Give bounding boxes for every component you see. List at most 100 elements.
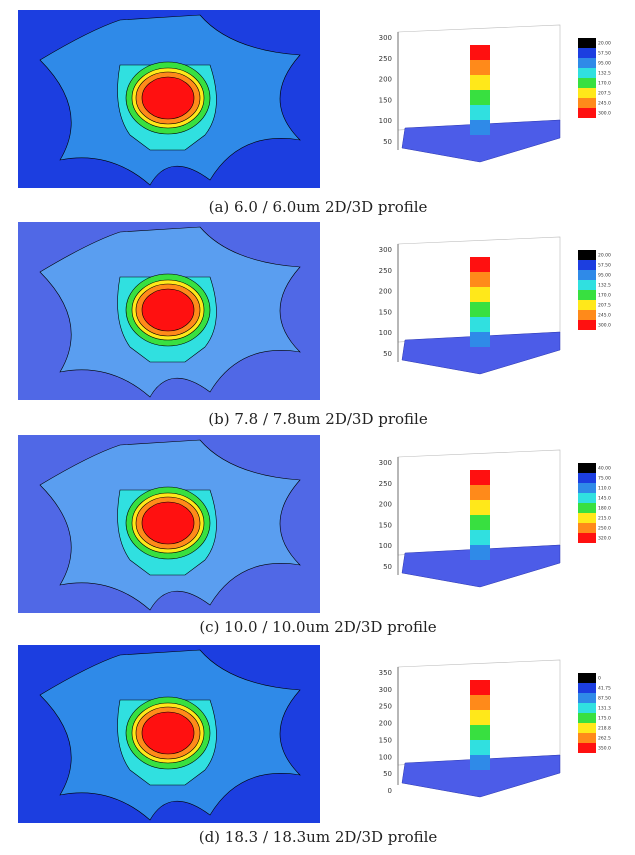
legend-label: 262.5 bbox=[598, 736, 611, 742]
z-tick-label: 200 bbox=[379, 501, 392, 509]
legend-label: 250.0 bbox=[598, 526, 611, 532]
legend-swatch bbox=[578, 683, 596, 693]
legend-label: 170.0 bbox=[598, 81, 611, 87]
caption: (b) 7.8 / 7.8um 2D/3D profile bbox=[208, 410, 428, 428]
surface-peak bbox=[470, 257, 490, 272]
legend-swatch bbox=[578, 673, 596, 683]
legend-swatch bbox=[578, 513, 596, 523]
z-tick-label: 250 bbox=[379, 267, 392, 275]
legend-label: 110.0 bbox=[598, 486, 611, 492]
surface-peak bbox=[470, 545, 490, 560]
panel: 350 300 250 200 150 100 50 0 0 41.75 87.50 131.3 175… bbox=[18, 645, 611, 846]
legend-label: 132.5 bbox=[598, 71, 611, 77]
legend-label: 207.5 bbox=[598, 91, 611, 97]
surface-peak bbox=[470, 755, 490, 770]
panel: 300 250 200 150 100 50 40.00 75.00 110.0 145.0 180… bbox=[18, 435, 611, 636]
legend-label: 350.0 bbox=[598, 746, 611, 752]
surface-peak bbox=[470, 272, 490, 287]
contour-region bbox=[141, 288, 195, 332]
caption: (d) 18.3 / 18.3um 2D/3D profile bbox=[199, 828, 438, 846]
legend-label: 180.0 bbox=[598, 506, 611, 512]
z-tick-label: 150 bbox=[379, 736, 392, 744]
legend-label: 57.50 bbox=[598, 51, 611, 57]
z-tick-label: 150 bbox=[379, 96, 392, 104]
surface-peak bbox=[470, 695, 490, 710]
surface-peak bbox=[470, 740, 490, 755]
surface-base bbox=[401, 754, 561, 798]
surface-peak bbox=[470, 287, 490, 302]
legend-swatch bbox=[578, 743, 596, 753]
legend-label: 245.0 bbox=[598, 313, 611, 319]
legend-swatch bbox=[578, 280, 596, 290]
z-tick-label: 250 bbox=[379, 480, 392, 488]
legend-swatch bbox=[578, 260, 596, 270]
z-tick-label: 50 bbox=[383, 770, 392, 778]
legend-label: 41.75 bbox=[598, 686, 611, 692]
z-tick-label: 100 bbox=[379, 117, 392, 125]
legend-swatch bbox=[578, 733, 596, 743]
legend-swatch bbox=[578, 250, 596, 260]
legend-swatch bbox=[578, 88, 596, 98]
surface-peak bbox=[470, 75, 490, 90]
surface-peak bbox=[470, 530, 490, 545]
legend-swatch bbox=[578, 78, 596, 88]
z-tick-label: 200 bbox=[379, 76, 392, 84]
legend-label: 215.0 bbox=[598, 516, 611, 522]
z-tick-label: 200 bbox=[379, 720, 392, 728]
surface-peak bbox=[470, 515, 490, 530]
legend-swatch bbox=[578, 270, 596, 280]
legend-label: 20.00 bbox=[598, 253, 611, 259]
legend-swatch bbox=[578, 300, 596, 310]
z-tick-label: 300 bbox=[379, 686, 392, 694]
caption: (a) 6.0 / 6.0um 2D/3D profile bbox=[209, 198, 428, 216]
surface-peak bbox=[470, 725, 490, 740]
surface-peak bbox=[470, 120, 490, 135]
legend-label: 170.0 bbox=[598, 293, 611, 299]
z-tick-label: 50 bbox=[383, 350, 392, 358]
legend-swatch bbox=[578, 493, 596, 503]
z-tick-label: 100 bbox=[379, 329, 392, 337]
legend-swatch bbox=[578, 48, 596, 58]
legend-swatch bbox=[578, 483, 596, 493]
legend-label: 300.0 bbox=[598, 111, 611, 117]
legend-swatch bbox=[578, 503, 596, 513]
legend-label: 300.0 bbox=[598, 323, 611, 329]
z-tick-label: 300 bbox=[379, 459, 392, 467]
legend-label: 95.00 bbox=[598, 273, 611, 279]
z-tick-label: 250 bbox=[379, 703, 392, 711]
legend-label: 40.00 bbox=[598, 466, 611, 472]
legend-swatch bbox=[578, 38, 596, 48]
z-tick-label: 100 bbox=[379, 542, 392, 550]
surface-base bbox=[401, 544, 561, 588]
z-tick-label: 300 bbox=[379, 34, 392, 42]
z-tick-label: 250 bbox=[379, 55, 392, 63]
legend-swatch bbox=[578, 713, 596, 723]
surface-base bbox=[401, 119, 561, 163]
surface-peak bbox=[470, 90, 490, 105]
surface-peak bbox=[470, 332, 490, 347]
z-tick-label: 200 bbox=[379, 288, 392, 296]
surface-peak bbox=[470, 680, 490, 695]
legend-swatch bbox=[578, 473, 596, 483]
surface-peak bbox=[470, 60, 490, 75]
surface-peak bbox=[470, 302, 490, 317]
surface-peak bbox=[470, 710, 490, 725]
z-tick-label: 300 bbox=[379, 246, 392, 254]
legend-label: 95.00 bbox=[598, 61, 611, 67]
legend-label: 75.00 bbox=[598, 476, 611, 482]
legend-swatch bbox=[578, 703, 596, 713]
surface-peak bbox=[470, 45, 490, 60]
legend-swatch bbox=[578, 98, 596, 108]
legend-swatch bbox=[578, 108, 596, 118]
legend-label: 131.3 bbox=[598, 706, 611, 712]
legend-label: 57.50 bbox=[598, 263, 611, 269]
legend-label: 175.0 bbox=[598, 716, 611, 722]
legend-swatch bbox=[578, 290, 596, 300]
legend-label: 207.5 bbox=[598, 303, 611, 309]
surface-base bbox=[401, 331, 561, 375]
legend-label: 87.50 bbox=[598, 696, 611, 702]
legend-swatch bbox=[578, 320, 596, 330]
z-tick-label: 50 bbox=[383, 138, 392, 146]
panel: 300 250 200 150 100 50 20.00 57.50 95.00 132.5 170… bbox=[18, 10, 611, 216]
surface-peak bbox=[470, 470, 490, 485]
